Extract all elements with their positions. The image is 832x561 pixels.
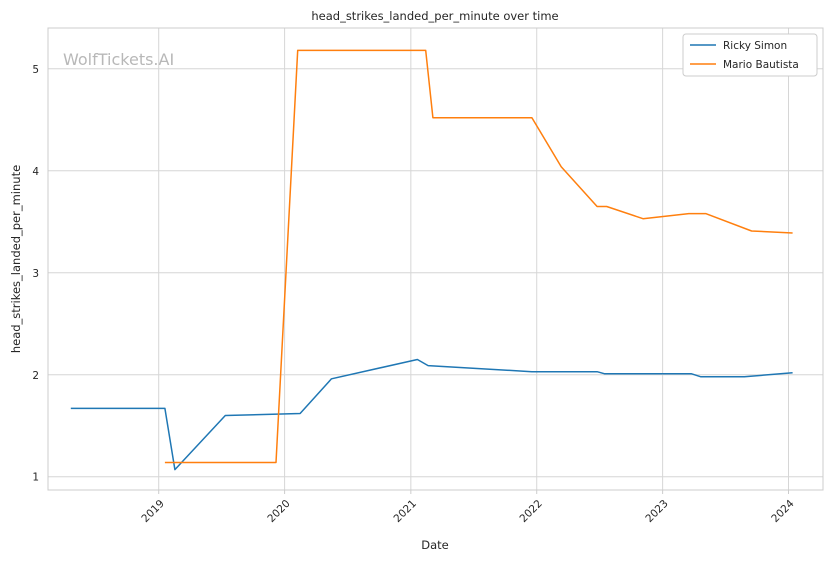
x-axis-label: Date — [421, 538, 449, 552]
legend-box — [682, 33, 818, 77]
y-tick-label: 3 — [32, 268, 39, 280]
y-tick-label: 2 — [32, 370, 39, 382]
y-axis-ticks: 1 2 3 4 5 — [32, 64, 39, 484]
plot-area-frame — [47, 27, 824, 491]
series-lines — [70, 49, 793, 471]
watermark-text: WolfTickets.AI — [63, 50, 174, 69]
legend-label: Ricky Simon — [723, 40, 787, 52]
legend: Ricky Simon Mario Bautista — [682, 33, 818, 77]
series-line — [70, 358, 793, 471]
y-tick-label: 1 — [32, 472, 39, 484]
y-tick-label: 4 — [32, 166, 39, 178]
chart-title: head_strikes_landed_per_minute over time — [311, 9, 558, 23]
y-tick-label: 5 — [32, 64, 39, 76]
y-axis-label: head_strikes_landed_per_minute — [9, 165, 23, 353]
legend-label: Mario Bautista — [723, 59, 799, 71]
series-line — [164, 49, 793, 464]
